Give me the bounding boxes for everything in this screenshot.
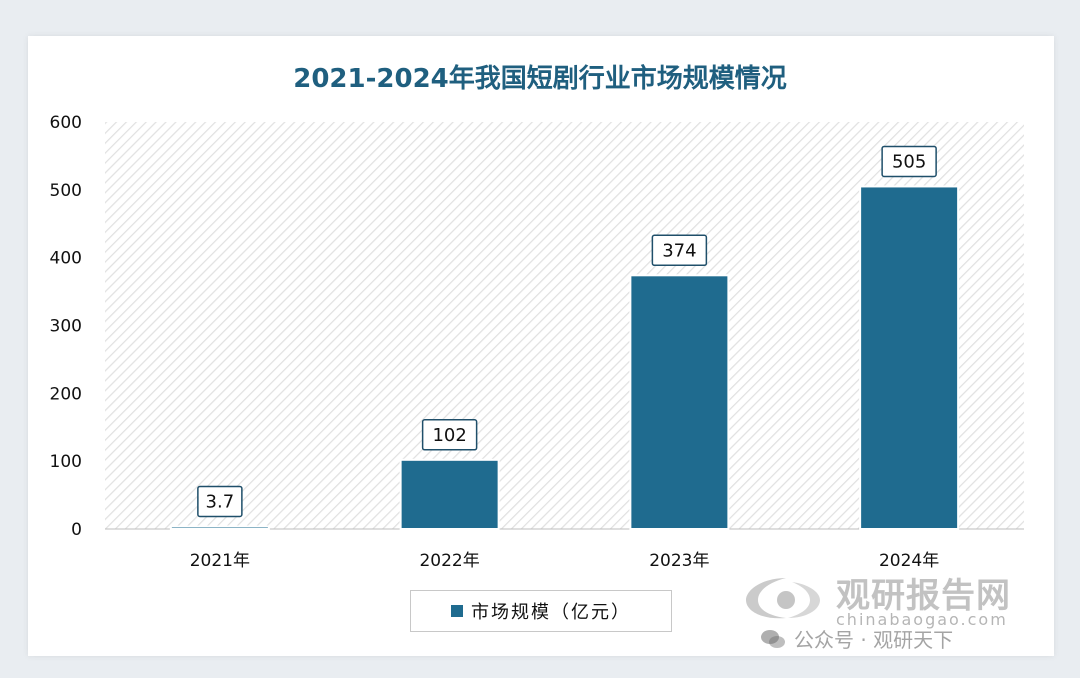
data-label: 505	[892, 151, 926, 172]
data-label: 102	[432, 425, 466, 446]
legend-swatch	[451, 605, 463, 617]
y-tick-label: 0	[71, 520, 82, 540]
y-tick-label: 600	[50, 113, 82, 133]
data-labels: 3.7 102 374 505	[197, 145, 937, 518]
bar	[629, 274, 730, 531]
bars	[169, 185, 960, 531]
legend: 市场规模（亿元）	[410, 590, 672, 632]
data-label-box	[651, 234, 708, 267]
x-tick-label: 2022年	[419, 551, 479, 571]
bar	[859, 185, 960, 530]
chart-title: 2021-2024年我国短剧行业市场规模情况	[293, 64, 787, 94]
x-tick-label: 2023年	[649, 551, 709, 571]
y-tick-label: 500	[50, 181, 82, 201]
bar	[399, 458, 500, 530]
legend-label: 市场规模（亿元）	[471, 602, 631, 623]
data-label: 3.7	[206, 491, 235, 512]
x-tick-label: 2021年	[190, 551, 250, 571]
data-label: 374	[662, 240, 696, 261]
y-tick-label: 200	[50, 384, 82, 404]
data-label-box	[197, 485, 243, 518]
y-tick-label: 300	[50, 317, 82, 337]
x-axis-ticks: 2021年 2022年 2023年 2024年	[190, 551, 940, 571]
x-tick-label: 2024年	[879, 551, 939, 571]
y-tick-label: 100	[50, 452, 82, 472]
y-axis-ticks: 0 100 200 300 400 500 600	[50, 113, 82, 540]
bar	[169, 525, 270, 531]
data-label-box	[881, 145, 937, 178]
data-label-box	[421, 419, 478, 451]
y-tick-label: 400	[50, 249, 82, 269]
